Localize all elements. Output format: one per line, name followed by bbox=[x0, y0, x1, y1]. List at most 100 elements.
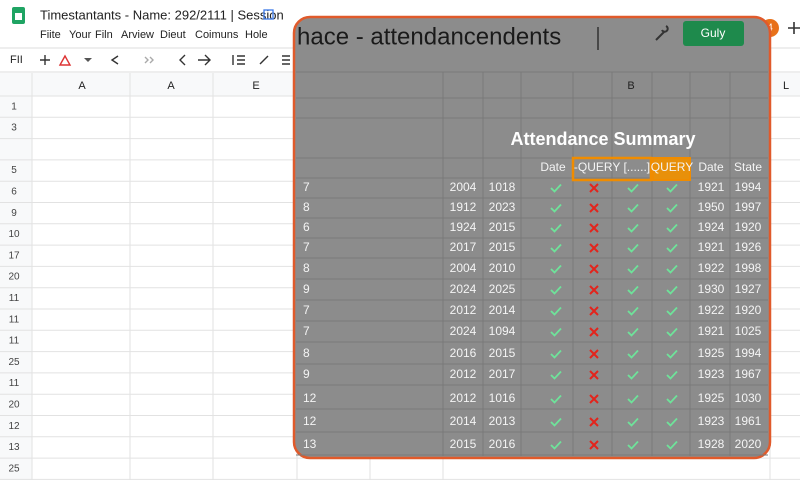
check-icon bbox=[666, 349, 678, 359]
cell: 1925 bbox=[698, 391, 725, 405]
forward-icon[interactable] bbox=[198, 54, 211, 66]
check-icon bbox=[550, 203, 562, 213]
cell: 1922 bbox=[698, 261, 725, 275]
column-header: L bbox=[783, 80, 789, 92]
table-title: Attendance Summary bbox=[510, 129, 695, 149]
row-number: 11 bbox=[9, 293, 20, 304]
menu-item[interactable]: Arview bbox=[121, 29, 154, 41]
check-icon bbox=[550, 349, 562, 359]
key-icon[interactable] bbox=[655, 25, 669, 41]
cell: 7 bbox=[303, 303, 310, 317]
cell: 8 bbox=[303, 346, 310, 360]
cross-icon bbox=[589, 370, 599, 380]
cell: 2015 bbox=[450, 437, 477, 451]
check-icon bbox=[627, 394, 639, 404]
back-icon[interactable] bbox=[179, 54, 186, 66]
cell: 2014 bbox=[489, 303, 516, 317]
link-icon[interactable] bbox=[259, 55, 269, 65]
cell: 1950 bbox=[698, 200, 725, 214]
cell: 2015 bbox=[489, 346, 516, 360]
cell: 2012 bbox=[450, 391, 477, 405]
cell: 1922 bbox=[698, 303, 725, 317]
cell: 2017 bbox=[489, 367, 516, 381]
column-heading: -QUERY [......] bbox=[574, 160, 650, 174]
menu-item[interactable]: Fiite bbox=[40, 29, 61, 41]
menu-item[interactable]: Filn bbox=[95, 29, 113, 41]
cell: 1994 bbox=[735, 180, 762, 194]
cell: 1923 bbox=[698, 367, 725, 381]
check-icon bbox=[627, 243, 639, 253]
cell: 6 bbox=[303, 220, 310, 234]
doc-title[interactable]: Timestantants - Name: 292/2111 | Session bbox=[40, 7, 284, 22]
check-icon bbox=[666, 306, 678, 316]
column-heading: Date bbox=[540, 160, 566, 174]
cell: 2012 bbox=[450, 367, 477, 381]
menu-item[interactable]: Hole bbox=[245, 29, 268, 41]
cell: 1016 bbox=[489, 391, 516, 405]
check-icon bbox=[550, 394, 562, 404]
add-button[interactable] bbox=[788, 22, 800, 34]
cell: 2024 bbox=[450, 324, 477, 338]
cell: 2023 bbox=[489, 200, 516, 214]
toolbar-label[interactable]: FII bbox=[10, 54, 23, 66]
check-icon bbox=[666, 243, 678, 253]
cell: 2020 bbox=[735, 437, 762, 451]
cross-icon bbox=[589, 394, 599, 404]
check-icon bbox=[550, 370, 562, 380]
menu-item[interactable]: Dieut bbox=[160, 29, 186, 41]
check-icon bbox=[550, 285, 562, 295]
check-icon bbox=[627, 183, 639, 193]
cell: 1924 bbox=[698, 220, 725, 234]
check-icon bbox=[627, 203, 639, 213]
check-icon bbox=[550, 440, 562, 450]
row-number: 5 bbox=[11, 165, 17, 176]
cell: 8 bbox=[303, 200, 310, 214]
column-header: A bbox=[167, 80, 175, 92]
cell: 2012 bbox=[450, 303, 477, 317]
cell: 1924 bbox=[450, 220, 477, 234]
cell: 2014 bbox=[450, 414, 477, 428]
check-icon bbox=[666, 394, 678, 404]
button-label: Guly bbox=[701, 26, 726, 40]
cell: 9 bbox=[303, 367, 310, 381]
cell: 7 bbox=[303, 240, 310, 254]
cell: 2015 bbox=[489, 220, 516, 234]
cell: 1994 bbox=[735, 346, 762, 360]
row-number: 20 bbox=[8, 399, 20, 410]
dropdown-icon[interactable] bbox=[84, 58, 92, 62]
check-icon bbox=[550, 223, 562, 233]
check-icon bbox=[666, 440, 678, 450]
check-icon bbox=[627, 349, 639, 359]
cell: 2017 bbox=[450, 240, 477, 254]
check-icon bbox=[627, 370, 639, 380]
row-number: 1 bbox=[11, 101, 17, 112]
check-icon bbox=[666, 285, 678, 295]
align-icon[interactable] bbox=[232, 55, 245, 65]
row-number: 10 bbox=[8, 229, 20, 240]
text-color-icon[interactable] bbox=[58, 54, 72, 66]
shape-icon[interactable] bbox=[110, 55, 119, 65]
cell: 8 bbox=[303, 261, 310, 275]
cell: 2025 bbox=[489, 282, 516, 296]
cell: 2004 bbox=[450, 180, 477, 194]
cell: 1927 bbox=[735, 282, 762, 296]
button[interactable] bbox=[683, 21, 744, 46]
menu-item[interactable]: Coimuns bbox=[195, 29, 239, 41]
column-heading: State bbox=[734, 160, 762, 174]
cell: 13 bbox=[303, 437, 317, 451]
add-icon[interactable] bbox=[40, 55, 50, 65]
row-number: 11 bbox=[9, 314, 20, 325]
sheets-icon-grid bbox=[15, 13, 22, 20]
check-icon bbox=[666, 183, 678, 193]
cell: 12 bbox=[303, 391, 317, 405]
cell: 2010 bbox=[489, 261, 516, 275]
check-icon bbox=[627, 417, 639, 427]
row-number: 20 bbox=[8, 272, 20, 283]
menu-item[interactable]: Your bbox=[69, 29, 92, 41]
menu-icon[interactable] bbox=[282, 55, 290, 65]
edit-icon[interactable] bbox=[263, 9, 274, 20]
cell: 1998 bbox=[735, 261, 762, 275]
check-icon bbox=[627, 264, 639, 274]
more-icon[interactable] bbox=[144, 56, 154, 64]
